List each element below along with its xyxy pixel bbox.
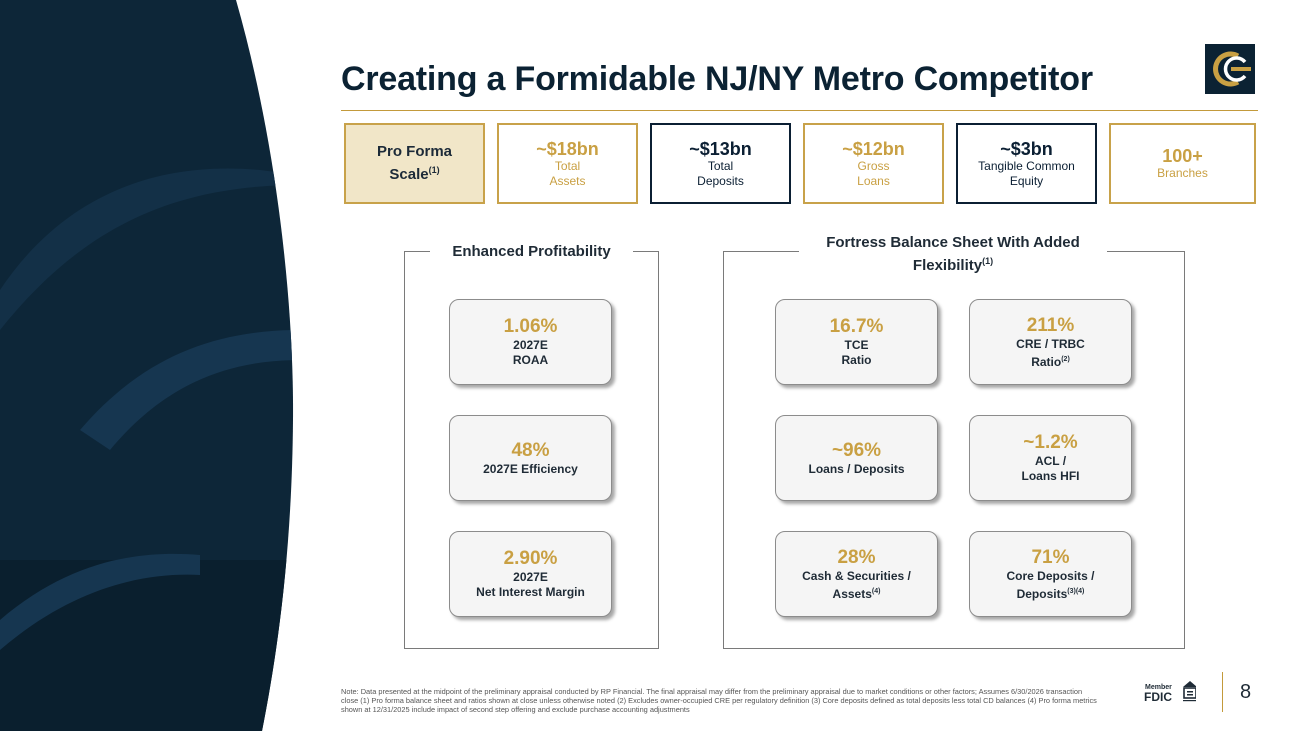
metric-tangible-common-equity: ~$3bn Tangible Common Equity xyxy=(956,123,1097,204)
kpi-label: 2027E xyxy=(513,570,548,584)
kpi-label: Loans HFI xyxy=(1021,469,1080,483)
metric-label: Branches xyxy=(1157,166,1208,180)
kpi-value: 1.06% xyxy=(503,316,558,337)
kpi-label: Ratio xyxy=(841,353,872,367)
kpi-label: 2027E Efficiency xyxy=(483,461,578,476)
kpi-value: 211% xyxy=(1026,314,1075,336)
kpi-label: ROAA xyxy=(512,353,549,367)
kpi-label: Core Deposits / xyxy=(1006,568,1095,583)
kpi-label: Net Interest Margin xyxy=(476,585,585,599)
kpi-label: Loans / Deposits xyxy=(808,461,905,476)
kpi-loans-deposits: ~96% Loans / Deposits xyxy=(775,415,938,501)
profitability-title: Enhanced Profitability xyxy=(430,243,633,261)
fdic-text: FDIC xyxy=(1144,690,1172,704)
metric-value: ~$13bn xyxy=(689,138,752,159)
kpi-value: 28% xyxy=(837,546,876,568)
metric-value: ~$3bn xyxy=(1000,138,1053,159)
fdic-member-text: Member xyxy=(1145,684,1172,691)
metric-total-assets: ~$18bn Total Assets xyxy=(497,123,638,204)
metric-label: Assets xyxy=(549,173,586,188)
kpi-label: CRE / TRBC xyxy=(1016,336,1085,351)
metric-label: Equity xyxy=(1009,173,1044,188)
kpi-label: Assets xyxy=(832,586,872,601)
metric-value: ~$18bn xyxy=(536,138,599,159)
kpi-footnote: (3)(4) xyxy=(1067,587,1085,595)
company-logo xyxy=(1205,44,1255,94)
pro-forma-label: Pro Forma xyxy=(376,143,452,160)
kpi-label: 2027E xyxy=(513,338,548,352)
kpi-cre-trbc-ratio: 211% CRE / TRBC Ratio(2) xyxy=(969,299,1132,385)
metric-branches: 100+ Branches xyxy=(1109,123,1256,204)
kpi-value: 71% xyxy=(1031,546,1070,568)
kpi-value: 2.90% xyxy=(503,548,558,569)
metric-label: Loans xyxy=(857,173,890,188)
metric-gross-loans: ~$12bn Gross Loans xyxy=(803,123,944,204)
balance-sheet-title-line1: Fortress Balance Sheet With Added xyxy=(826,234,1080,251)
kpi-cash-securities-assets: 28% Cash & Securities / Assets(4) xyxy=(775,531,938,617)
metric-label: Deposits xyxy=(697,173,744,188)
kpi-value: 48% xyxy=(511,439,550,461)
footnote: Note: Data presented at the midpoint of … xyxy=(341,687,1097,714)
kpi-efficiency: 48% 2027E Efficiency xyxy=(449,415,612,501)
metric-total-deposits: ~$13bn Total Deposits xyxy=(650,123,791,204)
decorative-side-art xyxy=(0,0,294,731)
metric-label: Total xyxy=(707,158,734,173)
scale-footnote: (1) xyxy=(428,165,440,175)
footer-divider xyxy=(1222,672,1223,712)
kpi-label: TCE xyxy=(844,338,869,352)
page-title: Creating a Formidable NJ/NY Metro Compet… xyxy=(341,60,1093,98)
fdic-member-logo: Member FDIC xyxy=(1144,681,1196,704)
pro-forma-scale-box: Pro Forma Scale(1) xyxy=(344,123,485,204)
kpi-core-deposits: 71% Core Deposits / Deposits(3)(4) xyxy=(969,531,1132,617)
scale-label: Scale xyxy=(389,166,429,183)
kpi-footnote: (4) xyxy=(871,587,881,595)
kpi-net-interest-margin: 2.90% 2027E Net Interest Margin xyxy=(449,531,612,617)
kpi-footnote: (2) xyxy=(1061,355,1070,363)
metric-label: Gross xyxy=(857,158,890,173)
kpi-label: Cash & Securities / xyxy=(802,568,911,583)
metric-label: Total xyxy=(554,158,581,173)
kpi-label: ACL / xyxy=(1034,454,1067,468)
metric-value: ~$12bn xyxy=(842,138,905,159)
balance-sheet-title-footnote: (1) xyxy=(982,256,994,266)
metric-label: Tangible Common xyxy=(978,158,1075,173)
kpi-roaa: 1.06% 2027E ROAA xyxy=(449,299,612,385)
metric-value: 100+ xyxy=(1162,146,1203,166)
title-divider xyxy=(341,110,1258,111)
page-number: 8 xyxy=(1240,681,1252,703)
kpi-acl-loans-hfi: ~1.2% ACL / Loans HFI xyxy=(969,415,1132,501)
balance-sheet-title-line2: Flexibility xyxy=(912,257,983,274)
kpi-tce-ratio: 16.7% TCE Ratio xyxy=(775,299,938,385)
kpi-label: Deposits xyxy=(1016,586,1068,601)
kpi-value: ~96% xyxy=(831,439,882,461)
kpi-value: ~1.2% xyxy=(1023,432,1078,453)
balance-sheet-title: Fortress Balance Sheet With Added Flexib… xyxy=(799,234,1107,275)
kpi-value: 16.7% xyxy=(829,316,884,337)
kpi-label: Ratio xyxy=(1031,354,1062,369)
